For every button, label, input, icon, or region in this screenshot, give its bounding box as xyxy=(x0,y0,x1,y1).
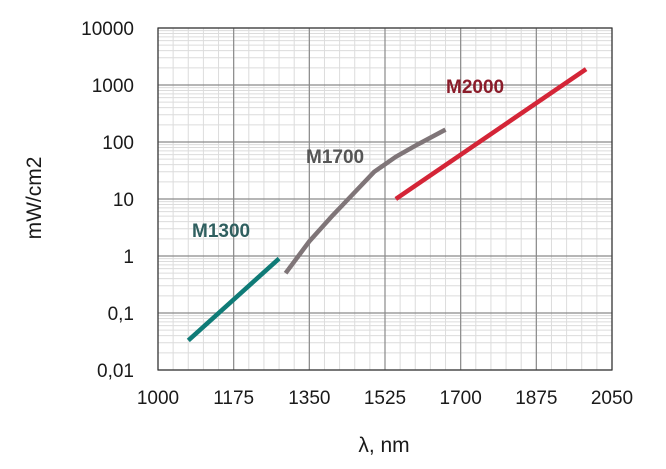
y-tick-label: 1 xyxy=(123,247,134,268)
x-tick-label: 1000 xyxy=(137,388,179,409)
x-tick-label: 1350 xyxy=(288,388,330,409)
series-label-m2000: M2000 xyxy=(446,77,504,98)
x-tick-label: 1875 xyxy=(515,388,557,409)
series-labels: M1300 M1700 M2000 xyxy=(192,77,504,242)
y-tick-label: 0,1 xyxy=(108,304,134,325)
series-label-m1700: M1700 xyxy=(306,147,364,168)
y-tick-label: 1000 xyxy=(92,76,134,97)
y-axis-title: mW/cm2 xyxy=(23,157,46,240)
x-tick-label: 1525 xyxy=(364,388,406,409)
y-tick-label: 10000 xyxy=(81,19,134,40)
plot-frame xyxy=(157,27,613,371)
y-tick-labels: 0,01 0,1 1 10 100 1000 10000 xyxy=(81,19,134,382)
x-tick-labels: 1000 1175 1350 1525 1700 1875 2050 xyxy=(137,388,633,409)
y-tick-label: 100 xyxy=(102,133,134,154)
series-line-m2000 xyxy=(394,67,588,201)
x-tick-label: 1700 xyxy=(440,388,482,409)
series-lines xyxy=(186,67,588,343)
y-tick-label: 0,01 xyxy=(97,361,134,382)
x-axis-title: λ, nm xyxy=(358,434,409,457)
x-tick-label: 2050 xyxy=(591,388,633,409)
y-tick-label: 10 xyxy=(113,190,134,211)
series-label-m1300: M1300 xyxy=(192,221,250,242)
x-tick-label: 1175 xyxy=(213,388,254,409)
series-line-m1300 xyxy=(186,256,281,343)
series-line-m1700 xyxy=(283,127,447,275)
